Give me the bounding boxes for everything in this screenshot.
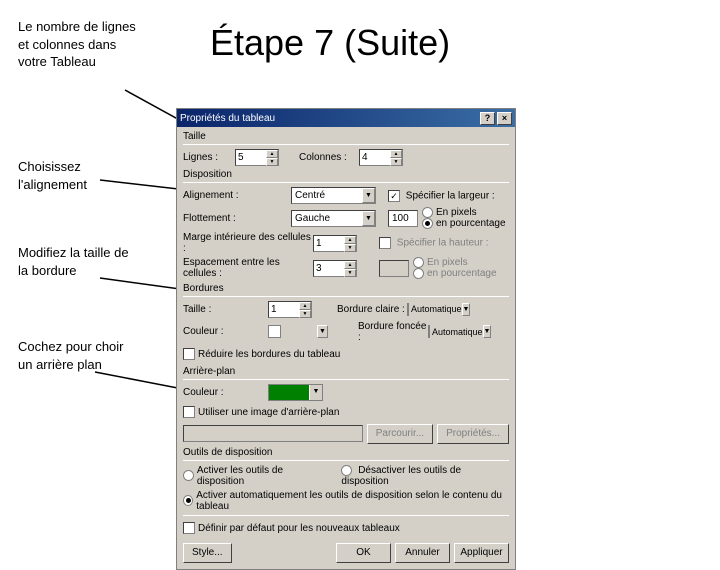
float-select[interactable]: Gauche ▼ bbox=[291, 210, 376, 227]
radio-h-percent bbox=[413, 268, 424, 279]
cols-label: Colonnes : bbox=[299, 152, 359, 163]
radio-auto-tools[interactable] bbox=[183, 495, 193, 506]
radio-percent[interactable] bbox=[422, 218, 433, 229]
cancel-button[interactable]: Annuler bbox=[395, 543, 450, 563]
border-size-input[interactable] bbox=[269, 302, 299, 317]
float-label: Flottement : bbox=[183, 213, 291, 224]
group-borders-label: Bordures bbox=[183, 283, 509, 294]
radio-disable-tools[interactable] bbox=[341, 465, 352, 476]
width-checkbox[interactable]: ✓ bbox=[388, 190, 400, 202]
browse-button[interactable]: Parcourir... bbox=[367, 424, 433, 444]
bg-color-swatch[interactable]: ▼ bbox=[268, 384, 323, 401]
alignment-select[interactable]: Centré ▼ bbox=[291, 187, 376, 204]
radio-h-pixels bbox=[413, 257, 424, 268]
dialog-title: Propriétés du tableau bbox=[180, 113, 478, 124]
padding-input[interactable] bbox=[314, 236, 344, 251]
default-label: Définir par défaut pour les nouveaux tab… bbox=[198, 523, 400, 534]
close-button[interactable]: × bbox=[497, 112, 512, 125]
border-color-select[interactable]: ▼ bbox=[268, 323, 328, 340]
radio-enable-tools[interactable] bbox=[183, 470, 194, 481]
width-label: Spécifier la largeur : bbox=[406, 190, 495, 201]
bg-image-checkbox[interactable] bbox=[183, 406, 195, 418]
spacing-label: Espacement entre les cellules : bbox=[183, 257, 313, 279]
style-button[interactable]: Style... bbox=[183, 543, 232, 563]
width-input[interactable] bbox=[388, 210, 418, 227]
dialog-titlebar: Propriétés du tableau ? × bbox=[177, 109, 515, 127]
bg-image-label: Utiliser une image d'arrière-plan bbox=[198, 407, 339, 418]
table-properties-dialog: Propriétés du tableau ? × Taille Lignes … bbox=[176, 108, 516, 570]
annotation-alignment: Choisissez l'alignement bbox=[18, 158, 138, 193]
collapse-borders-label: Réduire les bordures du tableau bbox=[198, 349, 340, 360]
annotation-border: Modifiez la taille de la bordure bbox=[18, 244, 138, 279]
group-bg-label: Arrière-plan bbox=[183, 366, 509, 377]
apply-button[interactable]: Appliquer bbox=[454, 543, 509, 563]
bg-color-label: Couleur : bbox=[183, 387, 268, 398]
default-checkbox[interactable] bbox=[183, 522, 195, 534]
group-layout-label: Disposition bbox=[183, 169, 509, 180]
rows-spinner[interactable]: ▲▼ bbox=[235, 149, 279, 166]
dark-border-color[interactable]: Automatique▼ bbox=[428, 323, 483, 340]
height-label: Spécifier la hauteur : bbox=[397, 238, 489, 249]
group-tools-label: Outils de disposition bbox=[183, 447, 509, 458]
cols-spinner[interactable]: ▲▼ bbox=[359, 149, 403, 166]
slide-title: Étape 7 (Suite) bbox=[210, 22, 450, 64]
dark-border-label: Bordure foncée : bbox=[358, 321, 428, 343]
height-input bbox=[379, 260, 409, 277]
collapse-borders-checkbox[interactable] bbox=[183, 348, 195, 360]
rows-input[interactable] bbox=[236, 150, 266, 165]
spacing-input[interactable] bbox=[314, 261, 344, 276]
padding-label: Marge intérieure des cellules : bbox=[183, 232, 313, 254]
help-button[interactable]: ? bbox=[480, 112, 495, 125]
light-border-label: Bordure claire : bbox=[337, 304, 407, 315]
properties-button[interactable]: Propriétés... bbox=[437, 424, 509, 444]
radio-pixels[interactable] bbox=[422, 207, 433, 218]
border-color-label: Couleur : bbox=[183, 326, 268, 337]
spacing-spinner[interactable]: ▲▼ bbox=[313, 260, 357, 277]
bg-image-path bbox=[183, 425, 363, 442]
height-checkbox[interactable] bbox=[379, 237, 391, 249]
annotation-rows-cols: Le nombre de lignes et colonnes dans vot… bbox=[18, 18, 138, 71]
chevron-down-icon: ▼ bbox=[362, 211, 375, 226]
alignment-label: Alignement : bbox=[183, 190, 291, 201]
border-size-spinner[interactable]: ▲▼ bbox=[268, 301, 312, 318]
annotation-background: Cochez pour choir un arrière plan bbox=[18, 338, 138, 373]
border-size-label: Taille : bbox=[183, 304, 268, 315]
light-border-color[interactable]: Automatique▼ bbox=[407, 301, 462, 318]
rows-label: Lignes : bbox=[183, 152, 235, 163]
padding-spinner[interactable]: ▲▼ bbox=[313, 235, 357, 252]
chevron-down-icon: ▼ bbox=[362, 188, 375, 203]
group-size-label: Taille bbox=[183, 131, 509, 142]
ok-button[interactable]: OK bbox=[336, 543, 391, 563]
cols-input[interactable] bbox=[360, 150, 390, 165]
